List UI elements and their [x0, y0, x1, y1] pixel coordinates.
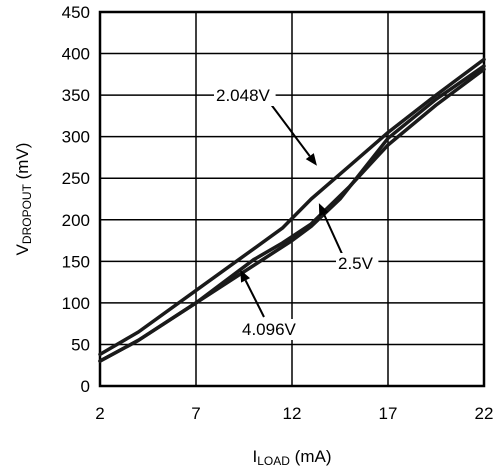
y-tick-label: 350 — [62, 86, 90, 105]
series-line-4-096v — [98, 67, 486, 363]
y-tick-label: 150 — [62, 252, 90, 271]
y-tick-label: 100 — [62, 294, 90, 313]
annotation-leader — [322, 213, 344, 257]
y-tick-label: 400 — [62, 45, 90, 64]
y-tick-label: 250 — [62, 169, 90, 188]
annotation-label-bg — [336, 253, 379, 274]
y-tick-label: 50 — [71, 335, 90, 354]
x-tick-labels: 2 7 12 17 22 — [95, 404, 493, 423]
annotation-arrowhead — [240, 269, 251, 283]
x-tick-label: 22 — [475, 404, 494, 423]
annotations: 2.048V 2.5V 4.096V — [214, 85, 379, 340]
y-axis-label: VDROPOUT (mV) — [13, 143, 34, 256]
grid-lines — [99, 11, 485, 387]
y-tick-labels: 0 50 100 150 200 250 300 350 400 450 — [62, 3, 90, 396]
x-tick-label: 12 — [283, 404, 302, 423]
x-axis-label: ILOAD (mA) — [253, 447, 332, 468]
annotation-label: 2.5V — [338, 254, 374, 273]
x-tick-label: 7 — [191, 404, 200, 423]
y-tick-label: 300 — [62, 128, 90, 147]
annotation-arrowhead — [305, 153, 317, 166]
x-tick-label: 17 — [379, 404, 398, 423]
y-tick-label: 0 — [81, 377, 90, 396]
y-tick-label: 200 — [62, 211, 90, 230]
annotation-arrowhead — [318, 203, 329, 217]
annotation-label-bg — [214, 85, 276, 106]
y-tick-label: 450 — [62, 3, 90, 22]
x-tick-label: 2 — [95, 404, 104, 423]
annotation-label: 2.048V — [216, 86, 271, 105]
series-line-2-048v — [98, 57, 486, 357]
annotation-label-bg — [240, 319, 302, 340]
annotation-label: 4.096V — [242, 320, 297, 339]
annotation-leader — [244, 279, 265, 318]
annotation-leader — [269, 102, 311, 157]
series-lines — [98, 57, 486, 363]
